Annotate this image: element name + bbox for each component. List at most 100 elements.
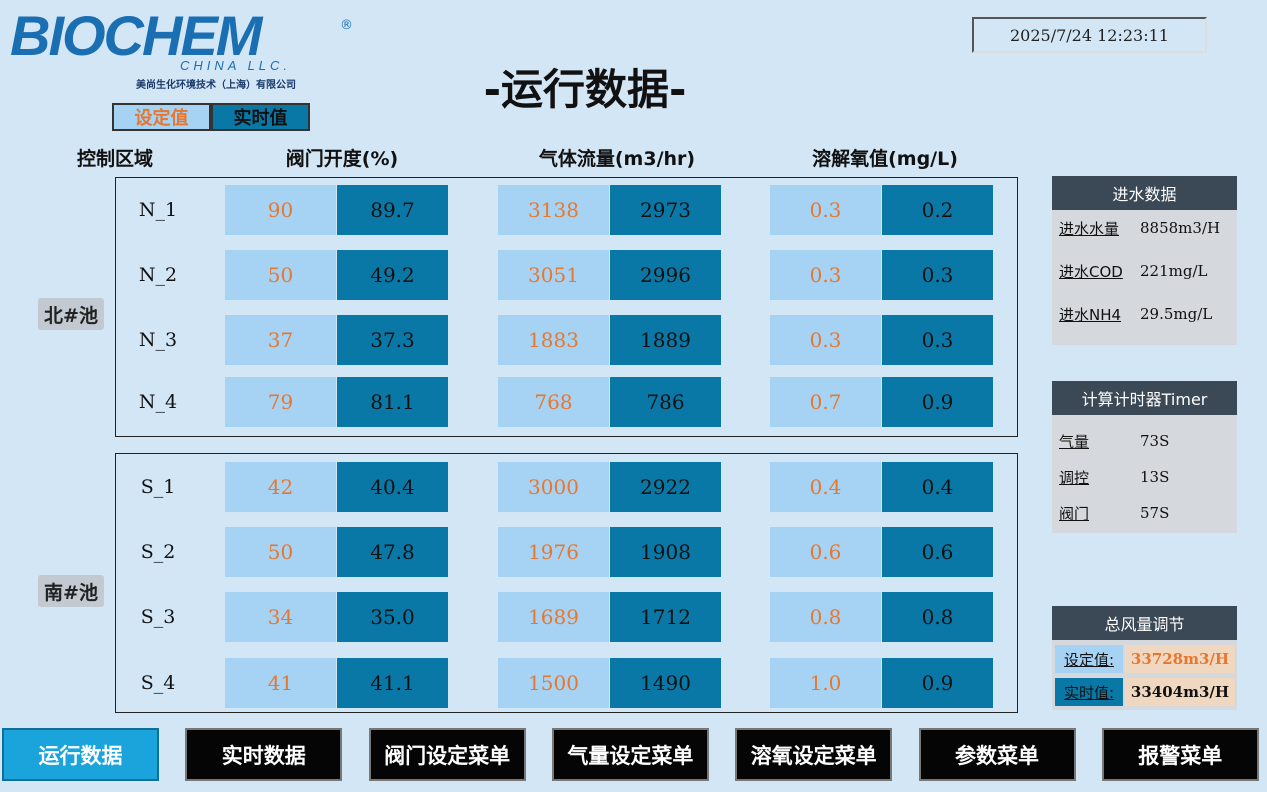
real-value: 89.7 bbox=[337, 185, 448, 235]
panel-label: 进水水量 bbox=[1059, 219, 1120, 238]
panel-label: 气量 bbox=[1059, 432, 1090, 451]
real-value: 786 bbox=[610, 377, 721, 427]
set-value: 1976 bbox=[498, 527, 609, 577]
column-header: 阀门开度(%) bbox=[285, 147, 399, 170]
real-value: 1490 bbox=[610, 658, 721, 708]
real-value: 35.0 bbox=[337, 592, 448, 642]
row-name: S_2 bbox=[140, 541, 176, 563]
real-value: 49.2 bbox=[337, 250, 448, 300]
real-value: 2996 bbox=[610, 250, 721, 300]
panel-header: 总风量调节 bbox=[1052, 606, 1237, 640]
panel-value: 29.5mg/L bbox=[1140, 305, 1213, 323]
row-name: N_1 bbox=[138, 199, 178, 221]
set-value: 0.3 bbox=[770, 315, 881, 365]
set-value: 0.8 bbox=[770, 592, 881, 642]
nav-button[interactable]: 报警菜单 bbox=[1101, 728, 1259, 781]
panel-label: 进水NH4 bbox=[1059, 305, 1122, 324]
page-title: -运行数据- bbox=[483, 64, 687, 114]
real-value: 0.9 bbox=[882, 377, 993, 427]
set-value: 3051 bbox=[498, 250, 609, 300]
panel-header: 进水数据 bbox=[1052, 176, 1237, 210]
row-name: S_1 bbox=[140, 476, 176, 498]
real-value: 47.8 bbox=[337, 527, 448, 577]
panel-value: 73S bbox=[1140, 432, 1170, 450]
real-value: 0.6 bbox=[882, 527, 993, 577]
set-value: 79 bbox=[225, 377, 336, 427]
set-value: 1689 bbox=[498, 592, 609, 642]
real-value: 1908 bbox=[610, 527, 721, 577]
nav-button[interactable]: 阀门设定菜单 bbox=[368, 728, 526, 781]
real-value: 1712 bbox=[610, 592, 721, 642]
zone-label: 北#池 bbox=[38, 298, 104, 330]
real-value: 0.2 bbox=[882, 185, 993, 235]
real-value: 0.8 bbox=[882, 592, 993, 642]
zone-label: 南#池 bbox=[38, 575, 104, 607]
row-name: N_3 bbox=[138, 329, 178, 351]
row-name: S_3 bbox=[140, 606, 176, 628]
real-value: 0.9 bbox=[882, 658, 993, 708]
real-value: 81.1 bbox=[337, 377, 448, 427]
row-name: S_4 bbox=[140, 672, 176, 694]
panel-value: 13S bbox=[1140, 468, 1170, 486]
set-value: 41 bbox=[225, 658, 336, 708]
set-value: 90 bbox=[225, 185, 336, 235]
row-name: N_4 bbox=[138, 391, 178, 413]
row-name: N_2 bbox=[138, 264, 178, 286]
panel-value: 57S bbox=[1140, 504, 1170, 522]
real-value: 40.4 bbox=[337, 462, 448, 512]
panel-value: 8858m3/H bbox=[1140, 219, 1221, 237]
panel-label: 实时值: bbox=[1055, 678, 1123, 706]
panel-header: 计算计时器Timer bbox=[1052, 381, 1237, 415]
real-value: 0.3 bbox=[882, 315, 993, 365]
real-value: 1889 bbox=[610, 315, 721, 365]
nav-button[interactable]: 运行数据 bbox=[2, 728, 159, 781]
nav-button[interactable]: 溶氧设定菜单 bbox=[735, 728, 893, 781]
set-value: 0.3 bbox=[770, 250, 881, 300]
set-value: 3000 bbox=[498, 462, 609, 512]
column-header: 控制区域 bbox=[76, 147, 153, 170]
set-value: 0.6 bbox=[770, 527, 881, 577]
datetime: 2025/7/24 12:23:11 bbox=[972, 17, 1207, 53]
panel-label: 设定值: bbox=[1055, 645, 1123, 673]
set-value: 1500 bbox=[498, 658, 609, 708]
panel-value: 221mg/L bbox=[1140, 262, 1208, 280]
set-value: 34 bbox=[225, 592, 336, 642]
panel-body bbox=[1052, 415, 1237, 533]
real-value: 2922 bbox=[610, 462, 721, 512]
set-value: 1.0 bbox=[770, 658, 881, 708]
set-value: 3138 bbox=[498, 185, 609, 235]
real-value: 41.1 bbox=[337, 658, 448, 708]
real-value: 2973 bbox=[610, 185, 721, 235]
real-value: 37.3 bbox=[337, 315, 448, 365]
panel-value: 33728m3/H bbox=[1125, 645, 1235, 673]
logo: BIOCHEM bbox=[10, 3, 262, 67]
toggle-set[interactable]: 设定值 bbox=[112, 103, 211, 131]
logo-mark: ® bbox=[340, 18, 353, 33]
real-value: 0.4 bbox=[882, 462, 993, 512]
column-header: 气体流量(m3/hr) bbox=[538, 147, 696, 170]
panel-label: 调控 bbox=[1059, 468, 1090, 487]
set-value: 37 bbox=[225, 315, 336, 365]
set-value: 0.7 bbox=[770, 377, 881, 427]
set-value: 0.3 bbox=[770, 185, 881, 235]
set-value: 768 bbox=[498, 377, 609, 427]
panel-label: 进水COD bbox=[1059, 262, 1123, 281]
zone-box bbox=[115, 453, 1018, 713]
panel-label: 阀门 bbox=[1059, 504, 1090, 523]
zone-box bbox=[115, 177, 1018, 437]
set-value: 1883 bbox=[498, 315, 609, 365]
set-value: 50 bbox=[225, 527, 336, 577]
set-value: 50 bbox=[225, 250, 336, 300]
set-value: 0.4 bbox=[770, 462, 881, 512]
panel-value: 33404m3/H bbox=[1125, 678, 1235, 706]
nav-button[interactable]: 气量设定菜单 bbox=[551, 728, 709, 781]
panel-body bbox=[1052, 210, 1237, 345]
toggle-real[interactable]: 实时值 bbox=[211, 103, 310, 131]
company: 美尚生化环境技术（上海）有限公司 bbox=[136, 80, 296, 91]
nav-button[interactable]: 参数菜单 bbox=[918, 728, 1076, 781]
real-value: 0.3 bbox=[882, 250, 993, 300]
nav-button[interactable]: 实时数据 bbox=[185, 728, 343, 781]
set-value: 42 bbox=[225, 462, 336, 512]
logo-sub: CHINA LLC. bbox=[180, 58, 292, 73]
